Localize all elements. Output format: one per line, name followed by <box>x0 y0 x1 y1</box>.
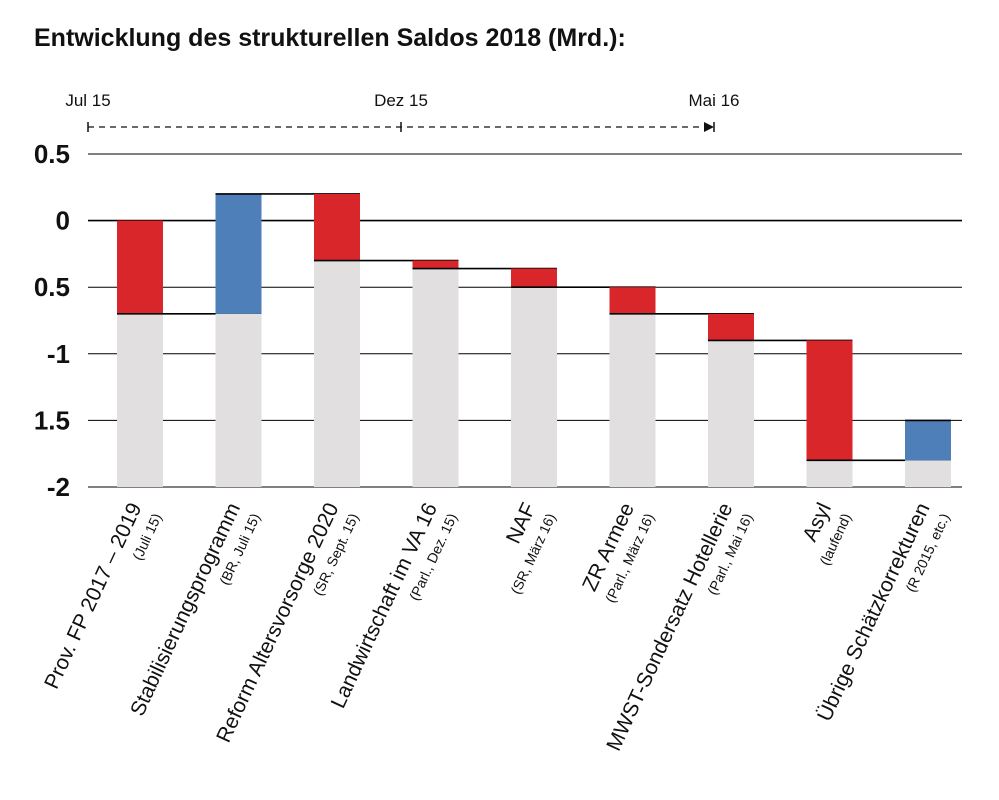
bar-change <box>117 220 163 314</box>
timeline-label: Mai 16 <box>688 91 739 110</box>
category-label-group: MWST-Sondersatz Hotellerie(Parl., Mai 16… <box>602 499 755 754</box>
bar-change <box>215 193 262 314</box>
timeline: Jul 15 Dez 15 Mai 16 <box>65 91 740 132</box>
y-tick-label: -1 <box>47 339 70 369</box>
bar-change <box>708 313 754 341</box>
bar-base <box>609 313 656 487</box>
bars <box>117 193 951 487</box>
bar-base <box>314 260 360 487</box>
bar-change <box>609 287 656 314</box>
category-label-group: ZR Armee(Parl., März 16) <box>578 499 657 605</box>
chart-title: Entwicklung des strukturellen Saldos 201… <box>34 24 626 52</box>
category-label-group: NAF(SR, März 16) <box>502 499 559 596</box>
y-tick-label: 0 <box>56 206 70 236</box>
y-tick-label: -2 <box>47 472 70 502</box>
y-axis-ticks: 0.5 0 0.5 -1 1.5 -2 <box>34 139 70 502</box>
category-label-group: Reform Altersvorsorge 2020(SR, Sept. 15) <box>212 499 361 746</box>
bar-change <box>905 420 951 461</box>
category-labels: Prov. FP 2017 – 2019(Juli 15)Stabilisier… <box>40 499 952 754</box>
bar-base <box>905 460 951 487</box>
bar-base <box>215 313 262 487</box>
bar-base <box>412 268 459 487</box>
y-tick-label: 0.5 <box>34 139 70 169</box>
y-tick-label: 0.5 <box>34 272 70 302</box>
bar-change <box>314 193 360 261</box>
bar-change <box>412 260 459 269</box>
timeline-label: Dez 15 <box>374 91 428 110</box>
y-tick-label: 1.5 <box>34 405 70 435</box>
category-label-group: Asyl(laufend) <box>798 499 854 567</box>
timeline-label: Jul 15 <box>65 91 110 110</box>
timeline-arrowhead <box>704 122 714 132</box>
bar-change <box>511 268 557 288</box>
bar-change <box>806 340 853 461</box>
bar-base <box>117 313 163 487</box>
bar-base <box>806 460 853 487</box>
bar-base <box>511 287 557 487</box>
bar-base <box>708 340 754 487</box>
category-label: Prov. FP 2017 – 2019 <box>40 499 146 692</box>
